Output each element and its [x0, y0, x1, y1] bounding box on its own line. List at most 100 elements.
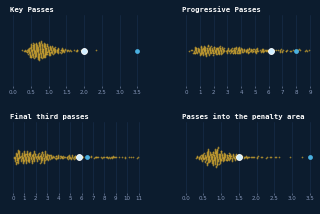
Point	[202, 52, 207, 56]
Point	[43, 151, 48, 154]
Point	[95, 155, 100, 159]
Point	[227, 153, 232, 157]
Point	[272, 155, 277, 159]
Point	[255, 46, 260, 49]
Point	[213, 155, 218, 158]
Point	[221, 154, 227, 158]
Point	[217, 162, 222, 165]
Point	[103, 155, 108, 159]
Point	[206, 148, 211, 152]
Point	[74, 50, 79, 53]
Point	[34, 49, 39, 52]
Point	[26, 157, 31, 160]
Point	[210, 49, 215, 52]
Point	[66, 156, 71, 160]
Point	[39, 49, 44, 52]
Point	[27, 159, 32, 162]
Point	[227, 154, 232, 158]
Point	[246, 48, 251, 51]
Point	[20, 154, 25, 158]
Point	[226, 50, 231, 53]
Point	[28, 43, 34, 46]
Point	[84, 155, 89, 159]
Point	[59, 51, 64, 54]
Point	[50, 156, 55, 159]
Point	[201, 48, 206, 52]
Point	[41, 42, 46, 45]
Point	[31, 158, 36, 161]
Point	[16, 154, 21, 158]
Point	[37, 47, 43, 50]
Point	[35, 56, 40, 60]
Point	[41, 48, 46, 52]
Point	[25, 49, 30, 52]
Point	[244, 47, 250, 51]
Point	[222, 153, 228, 157]
Point	[36, 153, 41, 157]
Point	[50, 46, 55, 50]
Point	[37, 51, 42, 55]
Point	[237, 46, 242, 49]
Point	[13, 162, 19, 166]
Point	[22, 49, 27, 52]
Point	[39, 48, 44, 51]
Point	[15, 155, 20, 158]
Point	[211, 160, 216, 163]
Point	[26, 52, 31, 55]
Point	[236, 46, 241, 50]
Point	[72, 155, 77, 159]
Point	[37, 156, 42, 159]
Point	[23, 155, 28, 158]
Point	[224, 51, 229, 55]
Point	[201, 151, 206, 155]
Point	[225, 47, 230, 50]
Point	[31, 49, 36, 52]
Point	[234, 157, 239, 160]
Point	[239, 154, 244, 158]
Point	[238, 49, 243, 52]
Point	[249, 49, 254, 52]
Point	[198, 45, 204, 49]
Point	[214, 48, 219, 52]
Point	[208, 48, 213, 51]
Point	[255, 47, 260, 51]
Point	[47, 157, 52, 161]
Point	[38, 161, 43, 164]
Point	[198, 158, 203, 161]
Point	[195, 50, 200, 54]
Point	[41, 50, 46, 54]
Point	[30, 47, 35, 51]
Point	[232, 52, 237, 55]
Point	[26, 51, 31, 54]
Point	[200, 47, 205, 50]
Text: Key Passes: Key Passes	[10, 7, 53, 13]
Point	[253, 48, 258, 51]
Point	[237, 47, 242, 50]
Point	[212, 161, 218, 164]
Point	[38, 54, 44, 58]
Point	[36, 156, 42, 160]
Point	[27, 48, 32, 51]
Point	[214, 153, 220, 157]
Point	[33, 49, 38, 53]
Point	[231, 153, 236, 156]
Point	[202, 155, 207, 158]
Point	[227, 155, 232, 158]
Point	[85, 155, 90, 159]
Point	[208, 46, 213, 50]
Point	[33, 41, 38, 45]
Point	[61, 48, 66, 51]
Point	[222, 157, 227, 160]
Point	[82, 49, 87, 52]
Point	[44, 155, 49, 158]
Point	[23, 153, 28, 156]
Point	[31, 154, 36, 157]
Point	[54, 157, 59, 160]
Point	[210, 48, 215, 51]
Point	[36, 154, 41, 157]
Point	[202, 154, 207, 158]
Point	[216, 53, 221, 56]
Point	[15, 154, 20, 157]
Point	[36, 47, 41, 51]
Point	[37, 54, 42, 58]
